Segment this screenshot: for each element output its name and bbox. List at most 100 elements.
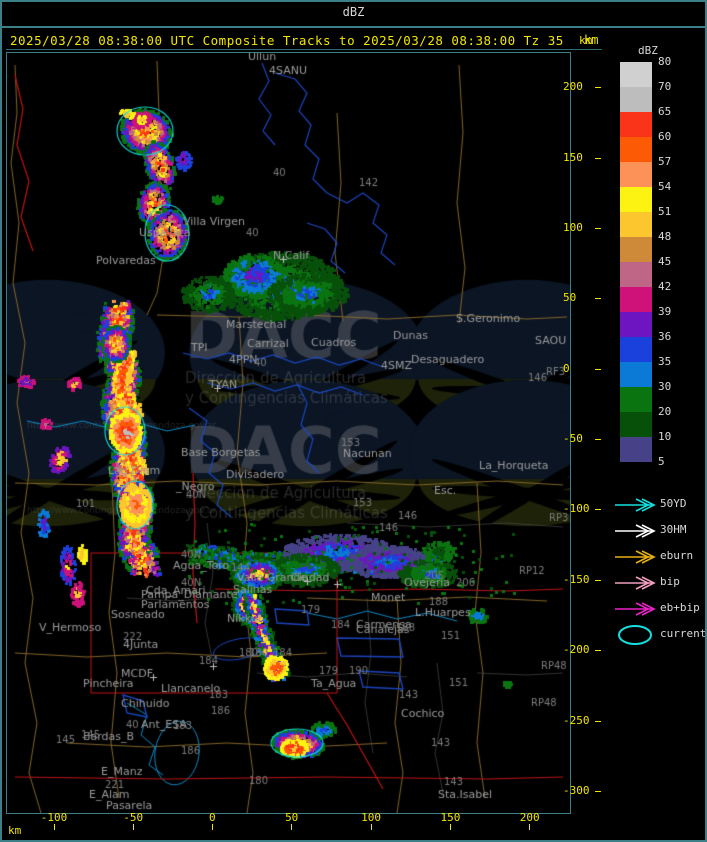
y-tick-label: -50 — [563, 432, 583, 446]
track-arrow-icon — [615, 498, 656, 512]
colorbar-swatch — [620, 137, 652, 162]
colorbar-swatch — [620, 387, 652, 412]
colorbar-label: 20 — [658, 405, 672, 418]
radar-reflectivity-canvas[interactable] — [7, 53, 570, 813]
x-axis: -100 -50 0 50 100 150 200 — [6, 811, 571, 840]
x-tick-label: 200 — [519, 811, 540, 824]
y-tick — [595, 509, 601, 511]
y-tick-label: -200 — [563, 643, 590, 657]
legend-item-label: 30HM — [660, 523, 687, 536]
y-tick — [595, 790, 601, 792]
radar-plot-container[interactable] — [6, 52, 571, 814]
legend-item[interactable]: eb+bip — [612, 596, 707, 622]
x-tick — [450, 824, 452, 830]
colorbar-label: 5 — [658, 455, 665, 468]
legend-item[interactable]: bip — [612, 570, 707, 596]
x-tick — [212, 824, 214, 830]
colorbar-label: 39 — [658, 305, 672, 318]
colorbar-label: 70 — [658, 80, 672, 93]
colorbar-title: dBZ — [638, 44, 658, 57]
window-title: dBZ — [342, 5, 365, 19]
y-tick — [595, 650, 601, 652]
track-legend: 50YD 30HM eburn bip eb+bip current — [612, 492, 707, 648]
colorbar-label: 57 — [658, 155, 672, 168]
x-tick-label: 50 — [285, 811, 299, 824]
colorbar-swatch — [620, 187, 652, 212]
x-tick — [370, 824, 372, 830]
colorbar-swatch — [620, 212, 652, 237]
legend-item-label: bip — [660, 575, 680, 588]
y-tick-label: -250 — [563, 713, 590, 727]
colorbar-swatch — [620, 437, 652, 462]
colorbar-swatch — [620, 62, 652, 87]
product-header-text: 2025/03/28 08:38:00 UTC Composite Tracks… — [10, 33, 564, 48]
colorbar-swatch — [620, 162, 652, 187]
colorbar-label: 65 — [658, 105, 672, 118]
colorbar-swatch — [620, 412, 652, 437]
colorbar-label: 30 — [658, 380, 672, 393]
track-arrow-icon — [615, 576, 656, 590]
y-tick — [595, 298, 601, 300]
current-ellipse-icon — [618, 625, 652, 645]
colorbar-label: 80 — [658, 55, 672, 68]
colorbar-swatch — [620, 112, 652, 137]
legend-item-label: current — [660, 627, 707, 640]
y-tick-label: 200 — [563, 80, 583, 94]
y-tick — [595, 87, 601, 89]
colorbar-label: 60 — [658, 130, 672, 143]
y-tick-label: 150 — [563, 150, 583, 164]
y-tick — [595, 368, 601, 370]
y-tick — [595, 157, 601, 159]
y-tick-label: -150 — [563, 572, 590, 586]
x-tick — [529, 824, 531, 830]
product-header: 2025/03/28 08:38:00 UTC Composite Tracks… — [6, 32, 602, 50]
colorbar-swatch — [620, 312, 652, 337]
legend-item-label: eb+bip — [660, 601, 700, 614]
x-tick-label: -50 — [123, 811, 144, 824]
colorbar-swatch — [620, 287, 652, 312]
y-tick-label: -100 — [563, 502, 590, 516]
x-tick-label: 150 — [440, 811, 461, 824]
colorbar-label: 45 — [658, 255, 672, 268]
y-tick — [595, 579, 601, 581]
y-tick-label: -300 — [563, 783, 590, 797]
track-arrow-icon — [615, 524, 656, 538]
x-tick-label: 0 — [208, 811, 216, 824]
colorbar-label: 48 — [658, 230, 672, 243]
colorbar-label: 54 — [658, 180, 672, 193]
y-tick — [595, 227, 601, 229]
x-tick-label: 100 — [361, 811, 382, 824]
colorbar-swatch — [620, 237, 652, 262]
colorbar-label: 42 — [658, 280, 672, 293]
x-axis-unit-label: km — [8, 824, 22, 837]
colorbar-swatch — [620, 337, 652, 362]
legend-item[interactable]: eburn — [612, 544, 707, 570]
colorbar-label: 51 — [658, 205, 672, 218]
colorbar-swatches — [620, 62, 652, 462]
y-tick-label: 50 — [563, 291, 577, 305]
y-axis: 200 150 100 50 0 -50 -100 -150 -200 -250 -300 km — [563, 34, 611, 816]
x-tick — [291, 824, 293, 830]
colorbar-label: 10 — [658, 430, 672, 443]
x-tick — [53, 824, 55, 830]
track-arrow-icon — [615, 602, 656, 616]
x-tick — [132, 824, 134, 830]
colorbar-swatch — [620, 87, 652, 112]
y-axis-km-label: km — [579, 34, 593, 47]
x-tick-label: -100 — [40, 811, 68, 824]
legend-item-label: 50YD — [660, 497, 687, 510]
y-tick-label: 100 — [563, 220, 583, 234]
y-tick-label: 0 — [563, 361, 570, 375]
colorbar-swatch — [620, 262, 652, 287]
y-tick — [595, 439, 601, 441]
dbz-colorbar: dBZ 80 70 65 60 57 54 51 48 45 42 39 36 35 30 20 10 5 — [612, 40, 704, 680]
colorbar-label: 35 — [658, 355, 672, 368]
track-arrow-icon — [615, 550, 656, 564]
legend-item[interactable]: 50YD — [612, 492, 707, 518]
legend-item[interactable]: current — [612, 622, 707, 648]
colorbar-swatch — [620, 362, 652, 387]
radar-plot-area[interactable] — [6, 52, 571, 814]
legend-item[interactable]: 30HM — [612, 518, 707, 544]
colorbar-label: 36 — [658, 330, 672, 343]
